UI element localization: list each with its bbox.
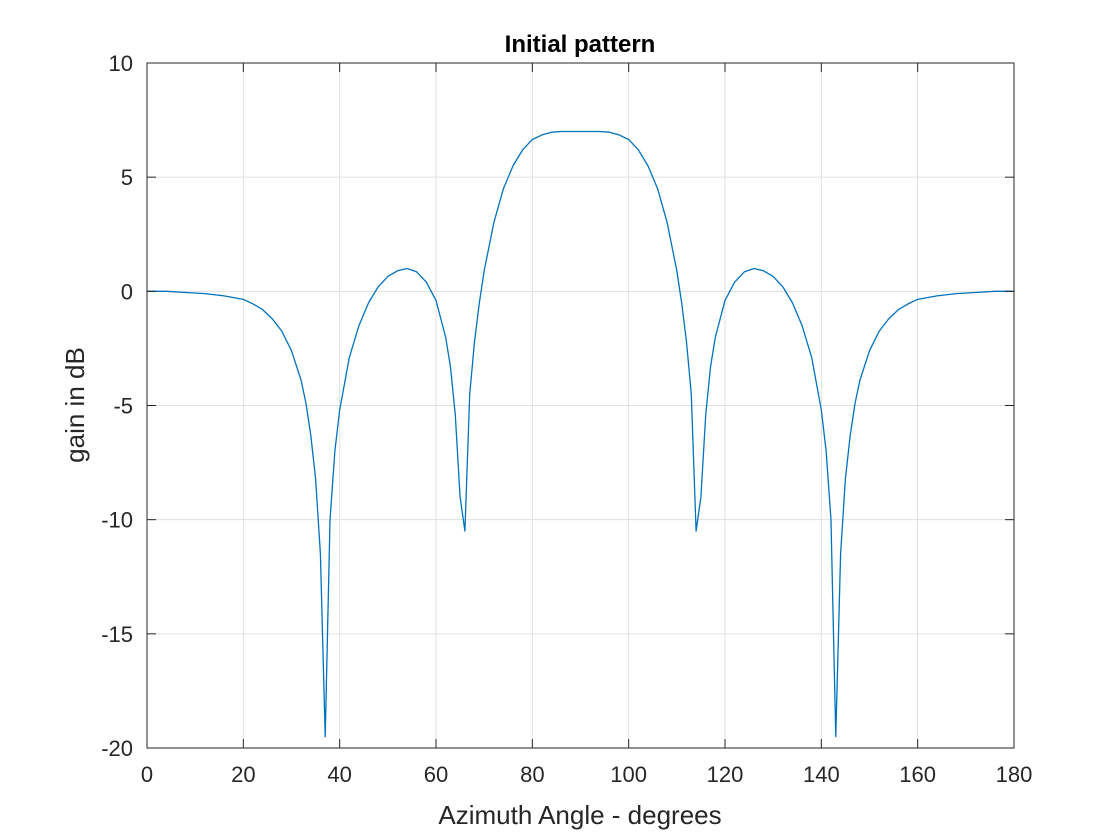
x-tick-label: 180 xyxy=(996,762,1033,787)
x-tick-label: 40 xyxy=(327,762,351,787)
x-tick-label: 120 xyxy=(707,762,744,787)
tick-marks xyxy=(146,62,1015,749)
x-tick-label: 140 xyxy=(803,762,840,787)
x-axis-label: Azimuth Angle - degrees xyxy=(438,800,721,830)
y-axis-label: gain in dB xyxy=(60,347,90,463)
y-tick-label: -20 xyxy=(101,736,133,761)
x-tick-label: 20 xyxy=(231,762,255,787)
x-tick-label: 100 xyxy=(610,762,647,787)
tick-labels: 0 20 40 60 80 100 120 140 160 180 -20 -15 -10 -5 0 5 10 xyxy=(101,51,1032,787)
x-tick-label: 0 xyxy=(141,762,153,787)
series-layer xyxy=(147,130,1014,738)
y-tick-label: -15 xyxy=(101,622,133,647)
x-tick-label: 60 xyxy=(424,762,448,787)
y-tick-label: -5 xyxy=(113,394,133,419)
y-tick-label: -10 xyxy=(101,508,133,533)
y-tick-label: 0 xyxy=(121,279,133,304)
chart-title: Initial pattern xyxy=(505,31,656,58)
y-tick-label: 10 xyxy=(109,51,133,76)
grid-lines xyxy=(147,63,1014,748)
series-line xyxy=(147,130,1014,738)
x-tick-label: 80 xyxy=(520,762,544,787)
x-tick-label: 160 xyxy=(899,762,936,787)
y-tick-label: 5 xyxy=(121,165,133,190)
